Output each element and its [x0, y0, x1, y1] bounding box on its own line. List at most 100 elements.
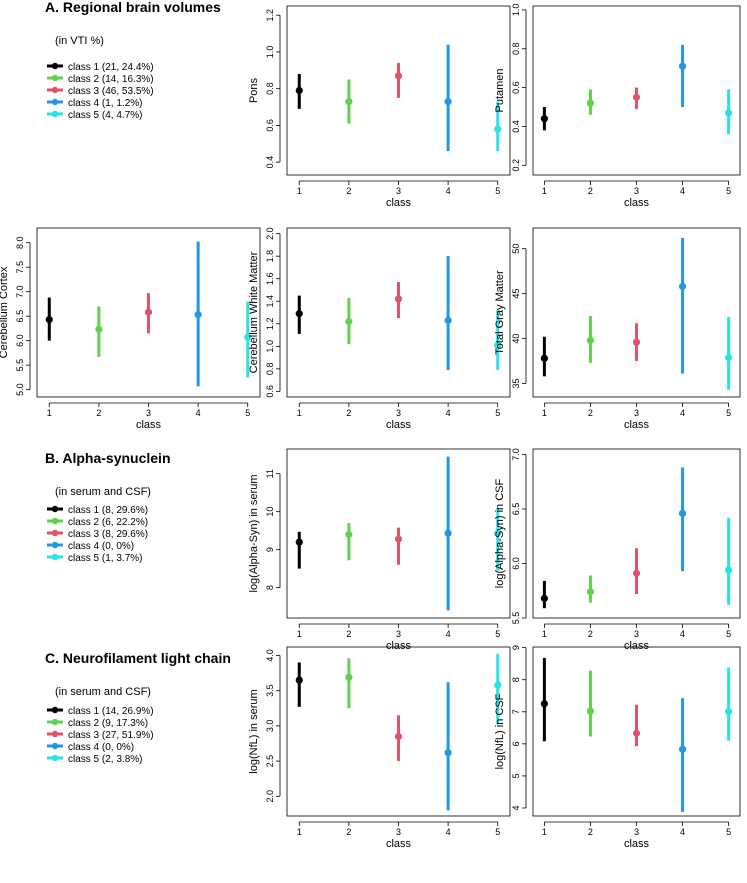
legend-a-marker-3 — [51, 86, 59, 94]
point-class-1 — [540, 115, 548, 123]
y-tick-label: 35 — [511, 379, 521, 389]
point-class-1 — [295, 310, 303, 318]
plot-alpha-syn-csf: 5.5 6.0 6.5 7.0 1 2 3 4 5 class log(Alpha-Syn) in … — [494, 448, 741, 652]
legend-a-marker-4 — [51, 98, 59, 106]
legend-c-marker-4 — [51, 742, 59, 750]
y-tick-label: 7.0 — [511, 448, 521, 461]
x-tick-label: 3 — [634, 827, 639, 837]
legend-a: class 1 (21, 24.4%) class 2 (14, 16.3%) … — [47, 62, 154, 121]
x-tick-label: 3 — [396, 629, 401, 639]
point-class-2 — [95, 325, 103, 333]
y-tick-label: 1.2 — [265, 318, 275, 331]
point-class-5 — [725, 353, 733, 362]
x-tick-label: 1 — [297, 186, 302, 196]
point-class-2 — [345, 317, 353, 326]
y-tick-label: 8 — [511, 677, 521, 682]
section-a-subtitle: (in VTI %) — [55, 35, 104, 47]
plot-frame — [286, 5, 511, 176]
legend-c-label-5: class 5 (2, 3.8%) — [68, 754, 142, 765]
x-tick-label: 3 — [634, 408, 639, 418]
legend-b-label-4: class 4 (0, 0%) — [68, 541, 134, 552]
x-tick-label: 2 — [588, 186, 593, 196]
y-tick-label: 7.5 — [15, 261, 25, 274]
y-tick-label: 1.4 — [265, 295, 275, 308]
y-tick-label: 8 — [265, 585, 275, 590]
point-class-3 — [394, 295, 403, 303]
point-class-1 — [540, 354, 548, 362]
x-tick-label: 5 — [726, 629, 731, 639]
x-tick-label: 3 — [634, 186, 639, 196]
section-c-subtitle: (in serum and CSF) — [55, 686, 151, 698]
x-tick-label: 3 — [396, 827, 401, 837]
point-class-5 — [725, 707, 733, 716]
y-tick-label: 0.6 — [511, 81, 521, 94]
legend-b-marker-3 — [51, 529, 59, 537]
legend-c-marker-3 — [51, 730, 59, 738]
y-tick-label: 0.2 — [511, 159, 521, 172]
legend-a-marker-5 — [51, 110, 59, 118]
plot-frame — [286, 227, 511, 398]
point-class-5 — [725, 109, 733, 117]
legend-b-label-3: class 3 (8, 29.6%) — [68, 529, 148, 540]
y-tick-label: 2.0 — [265, 227, 275, 240]
y-tick-label: 5.5 — [511, 612, 521, 625]
y-tick-label: 1.8 — [265, 250, 275, 263]
point-class-4 — [194, 311, 202, 319]
y-tick-label: 0.4 — [265, 156, 275, 169]
x-tick-label: 2 — [588, 408, 593, 418]
x-tick-label: 1 — [542, 629, 547, 639]
point-class-5 — [494, 341, 502, 349]
x-tick-label: 5 — [495, 629, 500, 639]
y-axis-title: log(Alpha-Syn) in serum — [248, 475, 260, 593]
legend-c: class 1 (14, 26.9%) class 2 (9, 17.3%) c… — [47, 706, 154, 765]
y-tick-label: 5 — [511, 773, 521, 778]
y-tick-label: 1.2 — [265, 9, 275, 22]
plot-cerebellum-white-matter: 0.6 0.8 1.0 1.2 1.4 1.6 1.8 2.0 1 2 3 4 5 class Cerebe… — [248, 227, 511, 431]
y-tick-label: 3.5 — [265, 684, 275, 697]
x-tick-label: 5 — [495, 827, 500, 837]
y-tick-label: 45 — [511, 289, 521, 299]
section-c-title: C. Neurofilament light chain — [45, 650, 231, 666]
x-tick-label: 1 — [542, 186, 547, 196]
legend-a-label-2: class 2 (14, 16.3%) — [68, 74, 154, 85]
legend-a-label-4: class 4 (1, 1.2%) — [68, 98, 142, 109]
y-tick-label: 1.6 — [265, 272, 275, 285]
y-tick-label: 0.4 — [511, 120, 521, 133]
x-tick-label: 4 — [446, 408, 451, 418]
point-class-3 — [394, 732, 403, 741]
y-tick-label: 1.0 — [265, 340, 275, 353]
legend-a-marker-2 — [51, 74, 59, 82]
x-axis-title: class — [624, 640, 650, 652]
legend-c-label-2: class 2 (9, 17.3%) — [68, 718, 148, 729]
point-class-4 — [444, 97, 452, 106]
x-tick-label: 2 — [588, 827, 593, 837]
point-class-4 — [678, 282, 687, 291]
x-tick-label: 2 — [96, 408, 101, 418]
point-class-1 — [295, 676, 303, 684]
x-axis-title: class — [624, 197, 650, 209]
x-tick-label: 4 — [196, 408, 201, 418]
y-tick-label: 9 — [511, 645, 521, 650]
point-class-1 — [540, 700, 548, 708]
x-tick-label: 4 — [680, 186, 685, 196]
x-tick-label: 4 — [680, 629, 685, 639]
point-class-1 — [540, 594, 548, 602]
y-tick-label: 6.0 — [15, 334, 25, 347]
legend-b-marker-2 — [51, 517, 59, 525]
x-tick-label: 1 — [47, 408, 52, 418]
point-class-3 — [632, 729, 641, 737]
legend-b-marker-5 — [51, 553, 59, 561]
legend-b-marker-1 — [51, 505, 59, 513]
y-tick-label: 6 — [511, 741, 521, 746]
legend-a-label-3: class 3 (46, 53.5%) — [68, 86, 154, 97]
legend-c-marker-1 — [51, 706, 59, 714]
plot-frame — [532, 646, 741, 817]
point-class-4 — [444, 749, 452, 757]
x-tick-label: 5 — [726, 408, 731, 418]
y-axis-title: Cerebellum Cortex — [0, 266, 10, 358]
point-class-4 — [678, 745, 687, 753]
y-tick-label: 7 — [511, 709, 521, 714]
plot-cerebellum-cortex: 5.0 5.5 6.0 6.5 7.0 7.5 8.0 1 2 3 4 5 class Cerebellu… — [0, 227, 261, 431]
x-axis-title: class — [386, 419, 412, 431]
